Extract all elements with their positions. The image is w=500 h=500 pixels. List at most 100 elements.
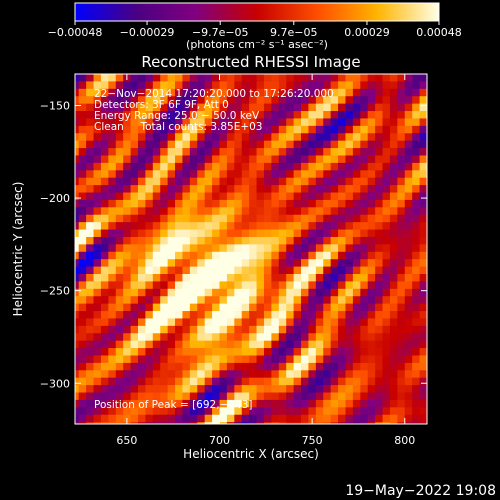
heatmap-pixel [115, 303, 124, 312]
heatmap-pixel [278, 422, 287, 424]
heatmap-pixel [137, 414, 146, 423]
heatmap-pixel [93, 333, 102, 342]
heatmap-pixel [86, 162, 94, 171]
heatmap-pixel [204, 192, 213, 201]
heatmap-pixel [145, 348, 154, 356]
heatmap-pixel [249, 355, 257, 364]
heatmap-pixel [204, 170, 213, 179]
heatmap-pixel [256, 251, 265, 260]
heatmap-pixel [315, 185, 324, 193]
heatmap-pixel [197, 407, 206, 416]
heatmap-pixel [197, 296, 206, 305]
heatmap-pixel [226, 81, 235, 90]
heatmap-pixel [78, 177, 87, 186]
heatmap-pixel [75, 362, 80, 371]
heatmap-pixel [367, 385, 376, 393]
heatmap-pixel [152, 155, 161, 164]
heatmap-pixel [212, 244, 220, 253]
heatmap-pixel [256, 214, 265, 223]
heatmap-pixel [412, 148, 420, 156]
heatmap-pixel [86, 148, 94, 156]
heatmap-pixel [197, 88, 206, 97]
heatmap-pixel [93, 162, 102, 171]
heatmap-pixel [419, 318, 427, 327]
heatmap-pixel [352, 333, 361, 342]
heatmap-pixel [256, 325, 265, 334]
heatmap-pixel [412, 385, 420, 393]
heatmap-pixel [375, 148, 383, 156]
heatmap-pixel [286, 399, 295, 408]
heatmap-pixel [93, 103, 102, 112]
heatmap-pixel [249, 162, 257, 171]
heatmap-pixel [323, 266, 332, 275]
heatmap-pixel [93, 362, 102, 371]
heatmap-pixel [404, 340, 413, 349]
heatmap-pixel [219, 274, 228, 282]
heatmap-pixel [204, 88, 213, 97]
heatmap-pixel [367, 236, 376, 245]
heatmap-pixel [219, 192, 228, 201]
heatmap-pixel [367, 118, 376, 127]
heatmap-pixel [330, 111, 339, 119]
heatmap-pixel [108, 414, 117, 423]
heatmap-pixel [293, 125, 302, 134]
heatmap-pixel [160, 340, 169, 349]
heatmap-pixel [78, 303, 87, 312]
heatmap-pixel [330, 192, 339, 201]
heatmap-pixel [263, 296, 272, 305]
heatmap-pixel [382, 340, 391, 349]
heatmap-pixel [412, 155, 420, 164]
heatmap-pixel [86, 414, 94, 423]
heatmap-pixel [175, 118, 183, 127]
heatmap-pixel [145, 140, 154, 149]
heatmap-pixel [108, 207, 117, 216]
heatmap-pixel [75, 274, 80, 282]
heatmap-pixel [175, 133, 183, 142]
heatmap-pixel [108, 229, 117, 238]
heatmap-pixel [145, 251, 154, 260]
heatmap-pixel [167, 81, 176, 90]
heatmap-pixel [189, 392, 198, 401]
heatmap-pixel [352, 251, 361, 260]
heatmap-pixel [389, 296, 398, 305]
heatmap-pixel [330, 199, 339, 208]
heatmap-pixel [382, 281, 391, 290]
heatmap-pixel [293, 407, 302, 416]
heatmap-pixel [315, 288, 324, 297]
heatmap-pixel [86, 88, 94, 97]
heatmap-pixel [115, 192, 124, 201]
heatmap-pixel [145, 288, 154, 297]
heatmap-pixel [182, 74, 191, 82]
heatmap-pixel [219, 251, 228, 260]
heatmap-pixel [182, 236, 191, 245]
heatmap-pixel [397, 88, 406, 97]
heatmap-pixel [293, 303, 302, 312]
heatmap-pixel [219, 88, 228, 97]
heatmap-pixel [108, 199, 117, 208]
heatmap-pixel [301, 244, 309, 253]
heatmap-pixel [137, 348, 146, 356]
heatmap-pixel [360, 170, 369, 179]
heatmap-pixel [86, 399, 94, 408]
heatmap-pixel [182, 348, 191, 356]
heatmap-pixel [160, 199, 169, 208]
heatmap-pixel [315, 74, 324, 82]
heatmap-pixel [108, 288, 117, 297]
heatmap-pixel [360, 81, 369, 90]
heatmap-pixel [330, 288, 339, 297]
heatmap-pixel [293, 296, 302, 305]
heatmap-pixel [375, 251, 383, 260]
heatmap-pixel [234, 192, 243, 201]
heatmap-pixel [145, 399, 154, 408]
heatmap-pixel [389, 133, 398, 142]
heatmap-pixel [93, 133, 102, 142]
heatmap-pixel [197, 214, 206, 223]
heatmap-pixel [78, 244, 87, 253]
heatmap-pixel [226, 125, 235, 134]
heatmap-pixel [100, 311, 109, 319]
heatmap-pixel [241, 362, 250, 371]
heatmap-pixel [123, 111, 131, 119]
heatmap-pixel [219, 407, 228, 416]
heatmap-pixel [404, 170, 413, 179]
heatmap-pixel [249, 81, 257, 90]
